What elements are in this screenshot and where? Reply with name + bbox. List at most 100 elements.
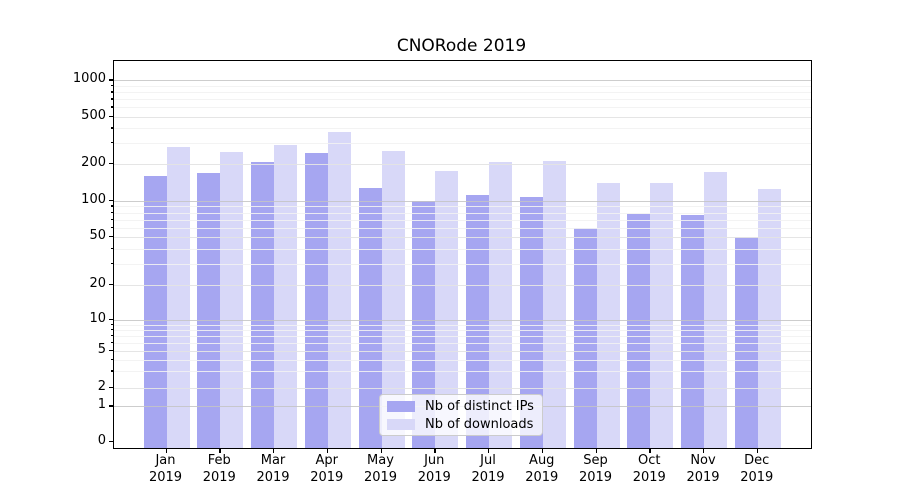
bar-downloads-dec (757, 189, 781, 448)
month-label: Jul (480, 453, 496, 468)
y-tick-label-2: 2 (97, 378, 106, 394)
bar-downloads-jul (489, 161, 512, 448)
y-minor-tick-mark (110, 262, 113, 265)
bar-downloads-aug (542, 160, 566, 448)
y-tick-mark (109, 405, 113, 407)
gridline-60 (114, 227, 811, 229)
legend-row-ips: Nb of distinct IPs (387, 399, 542, 414)
year-label: 2019 (256, 470, 290, 485)
bar-ips-aug (519, 196, 543, 448)
y-tick-label-200: 200 (81, 154, 106, 170)
bar-downloads-jun (435, 170, 459, 448)
y-minor-tick-mark (110, 323, 113, 326)
month-label: Apr (315, 453, 339, 468)
gridline-700 (114, 99, 811, 101)
x-tick-label-jul: Jul 2019 (458, 452, 518, 486)
y-minor-tick-mark (110, 218, 113, 220)
x-tick-label-jan: Jan 2019 (136, 452, 196, 486)
plot-area (113, 60, 812, 449)
x-tick-mark (541, 448, 544, 453)
gridline-10 (114, 320, 811, 321)
bar-ips-jan (143, 175, 167, 448)
y-minor-tick-mark (110, 205, 113, 207)
gridline-400 (114, 128, 811, 130)
y-tick-label-50: 50 (89, 228, 106, 243)
gridline-1000 (114, 80, 811, 82)
grid-layer (114, 61, 811, 448)
month-label: Dec (744, 453, 770, 468)
y-minor-tick-mark (110, 334, 113, 337)
x-tick-label-oct: Oct 2019 (619, 452, 679, 486)
y-minor-tick-mark (110, 142, 113, 144)
y-tick-label-5: 5 (97, 342, 106, 357)
x-tick-mark (703, 448, 705, 453)
y-tick-label-100: 100 (81, 192, 106, 207)
x-tick-label-sep: Sep 2019 (566, 452, 626, 486)
bar-ips-jun (412, 201, 436, 448)
legend: Nb of distinct IPs Nb of downloads (379, 394, 543, 436)
gridline-80 (114, 212, 811, 214)
year-label: 2019 (310, 470, 344, 485)
y-tick-mark (109, 441, 113, 443)
y-tick-label-1: 1 (97, 397, 106, 413)
year-label: 2019 (632, 470, 666, 485)
legend-swatch-downloads (387, 418, 415, 430)
y-tick-mark (109, 200, 113, 202)
bar-downloads-jan (166, 146, 190, 448)
gridline-7 (114, 335, 811, 337)
year-label: 2019 (148, 470, 183, 485)
y-tick-mark (109, 116, 113, 118)
x-tick-label-nov: Nov 2019 (673, 452, 733, 486)
year-label: 2019 (417, 470, 451, 485)
x-tick-mark (273, 448, 275, 453)
x-tick-mark (380, 448, 382, 453)
bar-downloads-feb (220, 151, 244, 448)
legend-label-ips: Nb of distinct IPs (425, 398, 534, 414)
y-minor-tick-mark (110, 226, 113, 228)
bar-ips-may (358, 187, 382, 448)
bar-downloads-may (381, 150, 405, 448)
bar-ips-mar (251, 162, 274, 448)
x-tick-label-dec: Dec 2019 (727, 452, 787, 486)
year-label: 2019 (578, 470, 613, 485)
gridline-6 (114, 342, 811, 344)
gridline-4 (114, 359, 811, 361)
y-tick-label-20: 20 (89, 276, 106, 291)
legend-row-downloads: Nb of downloads (387, 417, 542, 432)
month-label: May (367, 453, 394, 468)
x-tick-mark (595, 448, 597, 453)
x-tick-label-aug: Aug 2019 (512, 452, 572, 486)
month-label: Feb (207, 453, 231, 468)
gridline-50 (114, 237, 811, 238)
y-minor-tick-mark (110, 127, 113, 129)
gridline-30 (114, 263, 811, 265)
bar-ips-feb (197, 173, 221, 448)
y-minor-tick-mark (110, 91, 113, 93)
bar-ips-apr (304, 152, 328, 448)
x-tick-label-apr: Apr 2019 (297, 452, 357, 486)
gridline-2 (114, 387, 811, 389)
y-tick-mark (109, 386, 113, 389)
gridline-9 (114, 324, 811, 326)
bar-ips-nov (681, 215, 704, 448)
y-tick-mark (109, 319, 113, 321)
legend-label-downloads: Nb of downloads (425, 416, 534, 432)
legend-swatch-ips (387, 400, 415, 412)
x-tick-label-feb: Feb 2019 (189, 452, 249, 486)
year-label: 2019 (363, 470, 398, 485)
y-tick-label-1000: 1000 (72, 71, 106, 87)
gridline-70 (114, 219, 811, 221)
y-tick-mark (109, 162, 113, 165)
y-minor-tick-mark (110, 328, 113, 331)
year-label: 2019 (686, 470, 720, 485)
x-tick-mark (434, 448, 436, 453)
month-label: Mar (260, 453, 286, 468)
x-tick-mark (756, 448, 759, 453)
gridline-40 (114, 248, 811, 250)
year-label: 2019 (525, 470, 559, 485)
year-label: 2019 (740, 470, 774, 485)
month-label: Sep (583, 453, 608, 468)
bar-downloads-apr (327, 132, 351, 448)
gridline-3 (114, 371, 811, 373)
